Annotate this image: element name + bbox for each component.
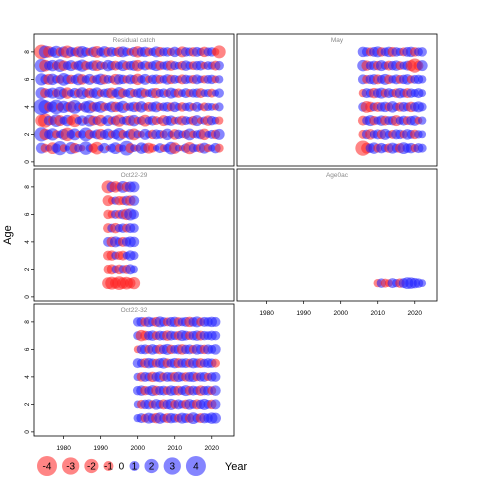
panel-frame	[236, 168, 438, 302]
x-tick-label: 2000	[333, 310, 348, 317]
panel-2: Oct22-29 0 2 4 6 8	[24, 168, 235, 302]
x-tick-label: 1980	[259, 310, 274, 317]
x-tick-label: 1990	[93, 445, 108, 452]
y-tick-label: 4	[24, 375, 31, 379]
panel-3: Age0ac 1980 1990 2000 2010 2020	[236, 168, 438, 317]
legend-bubble	[84, 458, 99, 474]
x-tick-label: 2010	[371, 310, 386, 317]
panel-title: Age0ac	[326, 172, 349, 179]
panel-title: Oct22-29	[121, 172, 148, 179]
bubble	[211, 358, 220, 368]
y-tick-label: 8	[24, 50, 31, 54]
bubble	[418, 116, 427, 125]
bubble	[99, 142, 110, 154]
y-tick-label: 6	[24, 347, 31, 351]
bubble	[129, 209, 139, 220]
x-tick-label: 2000	[130, 445, 145, 452]
bubble	[210, 385, 221, 396]
x-tick-label: 2020	[205, 445, 220, 452]
y-tick-label: 2	[24, 402, 31, 406]
bubble	[210, 412, 221, 424]
legend-bubble	[62, 457, 80, 475]
legend-bubble	[163, 457, 181, 475]
panel-title: Oct22-32	[121, 307, 148, 314]
bubble	[128, 181, 140, 193]
panel-4: Oct22-32 0 2 4 6 8 1980 1990 2000 2010 2020	[24, 303, 235, 452]
legend-label: 2	[149, 462, 155, 473]
x-tick-label: 2010	[168, 445, 183, 452]
bubble	[214, 102, 224, 112]
bubble	[210, 399, 221, 410]
bubble	[129, 223, 139, 233]
y-tick-label: 2	[24, 267, 31, 271]
bubble	[128, 236, 140, 248]
bubble	[210, 344, 221, 355]
legend-label: 4	[193, 462, 199, 473]
legend-bubble	[185, 456, 206, 476]
panel-title: Residual catch	[113, 37, 156, 44]
bubble	[418, 130, 427, 139]
x-tick-label: 1980	[56, 445, 71, 452]
panel-frame	[33, 168, 235, 302]
y-axis-label: Age	[2, 225, 14, 245]
bubble	[210, 371, 221, 382]
legend-label: 0	[119, 462, 125, 473]
bubble	[213, 128, 225, 140]
bubble	[215, 116, 224, 125]
legend-label: -4	[43, 462, 52, 473]
bubble	[417, 102, 427, 112]
y-tick-label: 8	[24, 185, 31, 189]
panel-title: May	[331, 37, 344, 44]
bubble	[127, 277, 141, 290]
y-tick-label: 6	[24, 212, 31, 216]
y-tick-label: 0	[24, 295, 31, 299]
legend-bubble	[144, 458, 159, 474]
y-tick-label: 6	[24, 77, 31, 81]
legend-label: -3	[66, 462, 75, 473]
bubble	[214, 88, 224, 98]
panel-0: Residual catch 0 2 4 6 8	[24, 33, 235, 167]
x-tick-label: 1990	[296, 310, 311, 317]
legend-label: 1	[132, 462, 138, 473]
legend: -4 -3 -2 -1 0 1 2 3 4	[37, 456, 206, 476]
bubble	[417, 47, 427, 57]
y-tick-label: 4	[24, 105, 31, 109]
bubble	[90, 141, 104, 155]
bubble	[417, 143, 427, 153]
legend-label: -1	[104, 462, 113, 473]
legend-bubble	[37, 456, 57, 476]
panel-1: May	[236, 33, 438, 167]
y-tick-label: 4	[24, 240, 31, 244]
y-tick-label: 8	[24, 320, 31, 324]
bubble	[418, 75, 427, 84]
panel-frame	[236, 33, 438, 167]
bubble	[130, 265, 138, 274]
panel-frame	[33, 33, 235, 167]
bubble	[212, 45, 226, 59]
legend-label: 3	[169, 462, 175, 473]
x-tick-label: 2020	[408, 310, 423, 317]
bubble	[215, 75, 224, 84]
bubble	[210, 330, 221, 341]
y-tick-label: 0	[24, 430, 31, 434]
bubble	[129, 251, 139, 261]
y-tick-label: 2	[24, 132, 31, 136]
bubble	[416, 60, 428, 72]
x-axis-label: Year	[225, 461, 248, 473]
legend-bubble	[129, 461, 140, 471]
bubble	[210, 316, 221, 327]
bubble	[418, 89, 427, 97]
legend-bubble	[103, 461, 114, 471]
bubble	[418, 279, 427, 287]
bubble	[214, 60, 224, 71]
bubble	[214, 143, 224, 153]
panel-frame	[33, 303, 235, 437]
bubble	[128, 195, 140, 206]
y-tick-label: 0	[24, 160, 31, 164]
legend-label: -2	[87, 462, 96, 473]
